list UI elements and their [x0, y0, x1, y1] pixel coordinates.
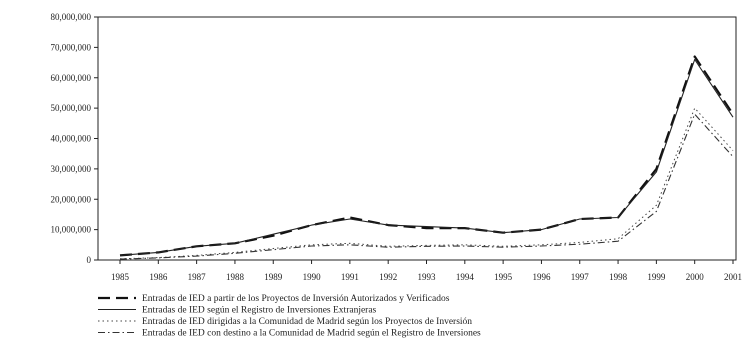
x-tick-label: 1993 — [418, 272, 437, 282]
x-tick-label: 2001 — [724, 272, 742, 282]
y-axis: 0 10,000,000 20,000,000 30,000,000 40,000,00… — [51, 12, 98, 265]
x-tick-label: 1998 — [609, 272, 628, 282]
x-tick-label: 1986 — [149, 272, 168, 282]
x-tick-label: 1991 — [341, 272, 359, 282]
x-tick-label: 1992 — [379, 272, 397, 282]
y-tick-label: 30,000,000 — [51, 164, 92, 174]
x-tick-label: 1995 — [494, 272, 513, 282]
x-tick-label: 1994 — [456, 272, 475, 282]
y-tick-label: 70,000,000 — [51, 42, 92, 52]
legend-label: Entradas de IED a partir de los Proyecto… — [142, 293, 450, 304]
series-layer — [119, 55, 734, 260]
y-tick-label: 60,000,000 — [51, 73, 92, 83]
legend-label: Entradas de IED dirigidas a la Comunidad… — [142, 317, 472, 327]
x-tick-label: 1987 — [188, 272, 207, 282]
x-tick-label: 1988 — [226, 272, 245, 282]
series-line-4 — [119, 113, 734, 260]
x-axis: 1985 1986 1987 1988 1989 1990 1991 1992 1993 1994… — [111, 260, 742, 282]
legend: Entradas de IED a partir de los Proyecto… — [98, 293, 481, 339]
y-tick-label: 80,000,000 — [51, 12, 92, 22]
y-tick-label: 20,000,000 — [51, 194, 92, 204]
series-line-3 — [119, 107, 734, 260]
y-tick-label: 10,000,000 — [51, 225, 92, 235]
x-tick-label: 1990 — [303, 272, 322, 282]
series-line-1 — [119, 55, 734, 257]
y-tick-label: 50,000,000 — [51, 103, 92, 113]
x-tick-label: 2000 — [686, 272, 705, 282]
y-tick-label: 0 — [87, 255, 92, 265]
x-tick-label: 1985 — [111, 272, 130, 282]
x-tick-label: 1997 — [571, 272, 590, 282]
legend-label: Entradas de IED con destino a la Comunid… — [142, 329, 481, 339]
x-tick-label: 1989 — [264, 272, 283, 282]
legend-label: Entradas de IED según el Registro de Inv… — [142, 306, 377, 316]
x-tick-label: 1996 — [532, 272, 551, 282]
x-tick-label: 1999 — [647, 272, 666, 282]
series-line-2 — [119, 58, 734, 256]
y-tick-label: 40,000,000 — [51, 134, 92, 144]
